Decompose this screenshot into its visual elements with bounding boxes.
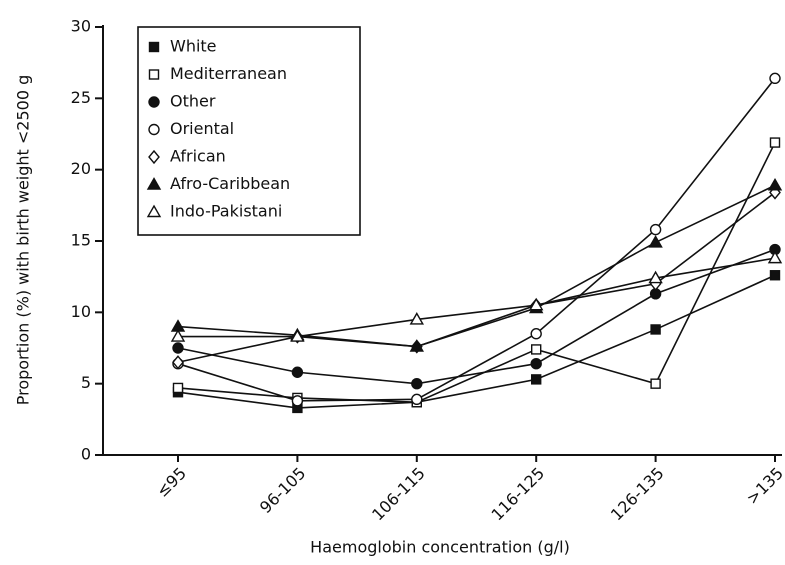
marker xyxy=(767,177,783,191)
marker xyxy=(172,342,184,354)
x-axis-label: Haemoglobin concentration (g/l) xyxy=(310,538,570,557)
marker xyxy=(290,329,305,342)
x-tick-label: 116-125 xyxy=(487,464,548,525)
marker xyxy=(649,223,662,236)
marker xyxy=(172,382,184,394)
series-line xyxy=(177,191,776,364)
legend-label: Mediterranean xyxy=(170,64,287,83)
series-line xyxy=(177,142,776,404)
marker xyxy=(767,250,783,264)
marker xyxy=(148,69,160,80)
marker xyxy=(172,355,184,370)
legend-box xyxy=(137,26,361,236)
series-line xyxy=(178,257,776,338)
x-tick-label: 106-115 xyxy=(368,464,429,525)
y-tick-label: 5 xyxy=(81,373,91,392)
series-line xyxy=(177,248,776,385)
marker xyxy=(531,374,542,385)
series-line xyxy=(177,184,776,348)
x-tick-label: >135 xyxy=(742,464,785,509)
series-line xyxy=(177,77,776,402)
legend-label: Indo-Pakistani xyxy=(170,202,282,221)
marker xyxy=(291,366,304,378)
marker xyxy=(648,270,663,284)
x-tick-label: 126-135 xyxy=(607,464,668,525)
y-tick-label: 0 xyxy=(81,445,91,464)
marker xyxy=(648,235,663,248)
marker xyxy=(146,204,162,218)
marker xyxy=(170,329,186,342)
legend-label: Afro-Caribbean xyxy=(170,174,290,193)
marker xyxy=(146,177,162,190)
marker xyxy=(530,328,542,340)
y-tick-label: 30 xyxy=(71,17,91,36)
legend-label: White xyxy=(170,37,217,56)
marker xyxy=(531,344,542,355)
legend-label: African xyxy=(170,147,226,166)
marker xyxy=(409,312,425,325)
legend-label: Oriental xyxy=(170,119,234,138)
marker xyxy=(148,96,160,108)
marker xyxy=(291,395,304,407)
marker xyxy=(148,123,160,136)
y-tick-label: 10 xyxy=(71,302,91,321)
marker xyxy=(769,270,781,281)
marker xyxy=(530,357,542,370)
marker xyxy=(650,324,661,335)
y-axis-label: Proportion (%) with birth weight <2500 g xyxy=(14,75,33,406)
y-tick-label: 25 xyxy=(71,88,91,107)
marker xyxy=(769,137,781,148)
marker xyxy=(148,149,160,165)
marker xyxy=(148,41,160,53)
x-tick-label: ≤95 xyxy=(153,464,190,501)
marker xyxy=(411,377,423,390)
marker xyxy=(409,339,425,352)
marker xyxy=(528,297,544,311)
y-tick-label: 15 xyxy=(71,231,91,250)
x-tick-label: 96-105 xyxy=(256,464,310,518)
marker xyxy=(769,72,781,85)
marker xyxy=(411,393,423,406)
series-line xyxy=(177,274,776,409)
marker xyxy=(650,378,661,389)
legend-label: Other xyxy=(170,92,216,111)
y-tick-label: 20 xyxy=(71,159,91,178)
